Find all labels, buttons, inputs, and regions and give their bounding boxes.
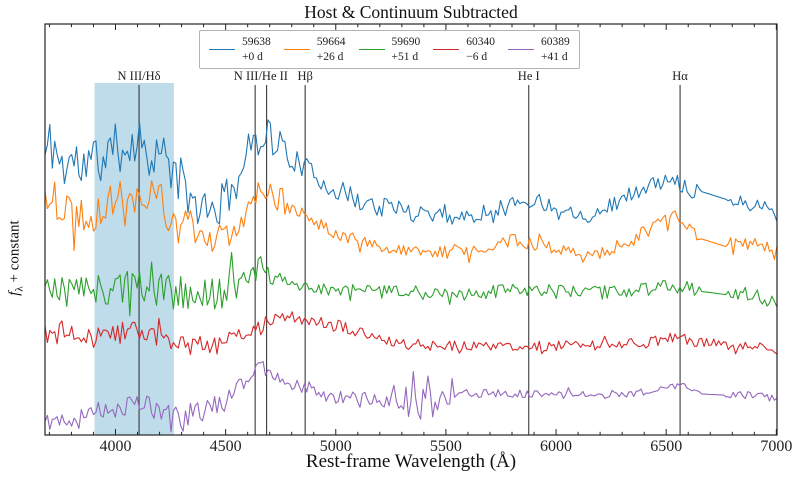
- x-tick-label-4500: 4500: [209, 438, 242, 455]
- spectrum-59690: [44, 251, 778, 317]
- legend-entry-60340: 60340 −6 d: [433, 35, 495, 63]
- x-tick-label-7000: 7000: [760, 438, 793, 455]
- legend-entry-text: 60389 +41 d: [541, 35, 570, 63]
- legend-mjd: 60389: [541, 36, 570, 49]
- x-tick-label-6000: 6000: [540, 438, 573, 455]
- spectrum-60389: [44, 360, 778, 433]
- legend-phase: +26 d: [316, 50, 344, 63]
- spectrum-59664: [44, 180, 778, 264]
- y-axis-label-lambda: λ: [13, 286, 26, 292]
- legend-line-sample: [358, 49, 385, 50]
- legend-entry-59690: 59690 +51 d: [358, 35, 421, 63]
- spectrum-59638: [44, 119, 778, 225]
- feature-label-4: Hα: [672, 69, 688, 83]
- legend-entry-59638: 59638 +0 d: [209, 35, 271, 63]
- legend-phase: −6 d: [466, 50, 488, 63]
- legend-entry-60389: 60389 +41 d: [508, 35, 570, 63]
- legend-phase: +0 d: [242, 50, 263, 63]
- feature-label-2: Hβ: [297, 69, 313, 83]
- legend-mjd: 59664: [316, 36, 346, 49]
- legend-entry-59664: 59664 +26 d: [283, 35, 346, 63]
- y-axis-label-rest: + constant: [6, 220, 23, 287]
- x-tick-label-4000: 4000: [99, 438, 132, 455]
- legend-mjd: 59690: [391, 36, 421, 49]
- feature-label-0: N III/Hδ: [117, 69, 161, 83]
- y-axis-label-f: f: [6, 291, 23, 296]
- x-tick-label-6500: 6500: [650, 438, 683, 455]
- legend-line-sample: [508, 49, 534, 50]
- legend-entry-text: 60340 −6 d: [466, 35, 495, 63]
- legend-entry-text: 59664 +26 d: [317, 35, 346, 63]
- shaded-band: [94, 83, 174, 435]
- legend-mjd: 59638: [242, 36, 271, 49]
- legend-phase: +41 d: [541, 50, 568, 63]
- legend-line-sample: [209, 49, 235, 50]
- legend-entry-text: 59690 +51 d: [392, 35, 421, 63]
- legend-box: 59638 +0 d 59664 +26 d 59690 +51 d 60340 −6 d 60…: [199, 30, 580, 69]
- feature-label-3: He I: [517, 69, 540, 83]
- spectrum-60340: [44, 311, 778, 356]
- feature-label-1: N III/He II: [233, 69, 288, 83]
- legend-line-sample: [283, 49, 310, 50]
- legend-line-sample: [433, 49, 460, 50]
- chart-title: Host & Continuum Subtracted: [304, 2, 518, 22]
- x-tick-label-5500: 5500: [429, 438, 462, 455]
- legend-entry-text: 59638 +0 d: [242, 35, 271, 63]
- legend-mjd: 60340: [466, 36, 495, 49]
- plot-border: [44, 23, 778, 436]
- y-axis-label: fλ + constant: [7, 220, 26, 295]
- legend-phase: +51 d: [391, 50, 419, 63]
- x-tick-label-5000: 5000: [319, 438, 352, 455]
- x-axis-label: Rest-frame Wavelength (Å): [305, 451, 517, 472]
